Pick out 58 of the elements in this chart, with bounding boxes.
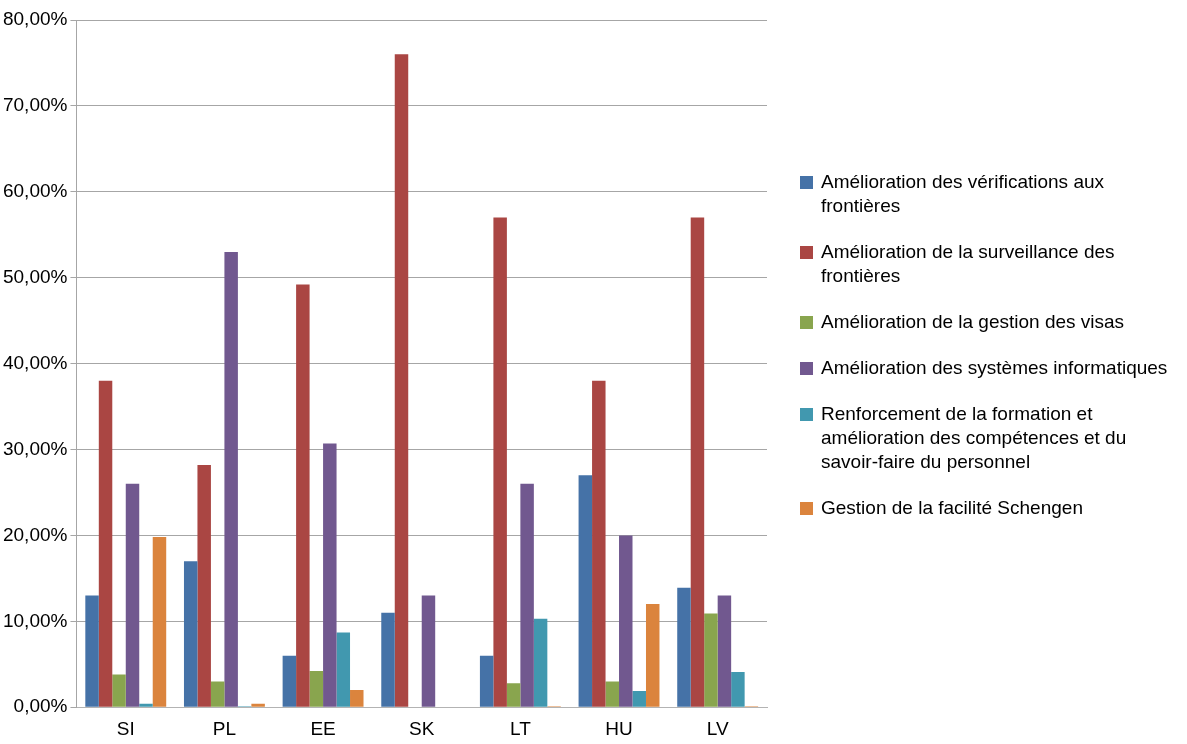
bar [479,655,494,707]
y-tick-label: 30,00% [2,437,68,459]
bar [731,671,745,707]
x-tick-label: PL [212,717,237,739]
x-tick-label: LT [509,717,532,739]
bar [533,618,548,707]
bar [506,683,521,707]
x-tick-label: SK [409,717,435,739]
legend-label: Gestion de la facilité Schengen [821,496,1083,520]
bar [632,690,646,707]
bar [605,681,620,707]
y-tick-label: 10,00% [2,609,68,631]
x-tick-label: SI [116,717,135,739]
bar [296,284,310,707]
bar [350,690,364,707]
bar [85,595,99,707]
bar [309,671,324,707]
bar [645,604,660,707]
bar [224,251,238,707]
bar [336,632,351,707]
bar [619,535,633,707]
legend-label: Amélioration des systèmes informatiques [821,356,1168,380]
legend-label: Amélioration des vérifications aux frontières [821,170,1106,218]
bar [197,464,211,707]
bar [282,655,297,707]
bar [578,475,593,707]
y-tick-label: 20,00% [2,523,68,545]
y-tick-label: 80,00% [2,8,68,30]
y-tick-label: 60,00% [2,180,68,202]
bar [677,587,691,707]
bar [704,613,718,707]
bar [139,703,153,707]
bar [493,217,507,707]
y-tick-label: 40,00% [2,351,68,373]
x-tick-label: LV [706,717,729,739]
bar [381,612,395,707]
bar [183,561,198,707]
bar [717,595,732,707]
x-tick-label: HU [605,717,633,739]
legend-label: Renforcement de la formation et amélioration des compétences et du savoir-faire du personnel [821,402,1128,474]
bar [323,443,337,707]
legend-label: Amélioration de la surveillance des frontières [821,240,1116,288]
legend-label: Amélioration de la gestion des visas [821,310,1125,334]
bar [210,681,225,707]
bar [98,380,113,707]
bar [592,380,606,707]
x-tick-label: EE [310,717,336,739]
y-tick-label: 50,00% [2,265,68,287]
bar [112,674,126,707]
bar [421,595,436,707]
bar [690,217,705,707]
y-tick-label: 0,00% [13,695,68,717]
bar [520,483,534,707]
bar [152,537,167,707]
bar [125,483,140,707]
bar [394,54,409,707]
y-tick-label: 70,00% [2,94,68,116]
bar [251,703,265,707]
